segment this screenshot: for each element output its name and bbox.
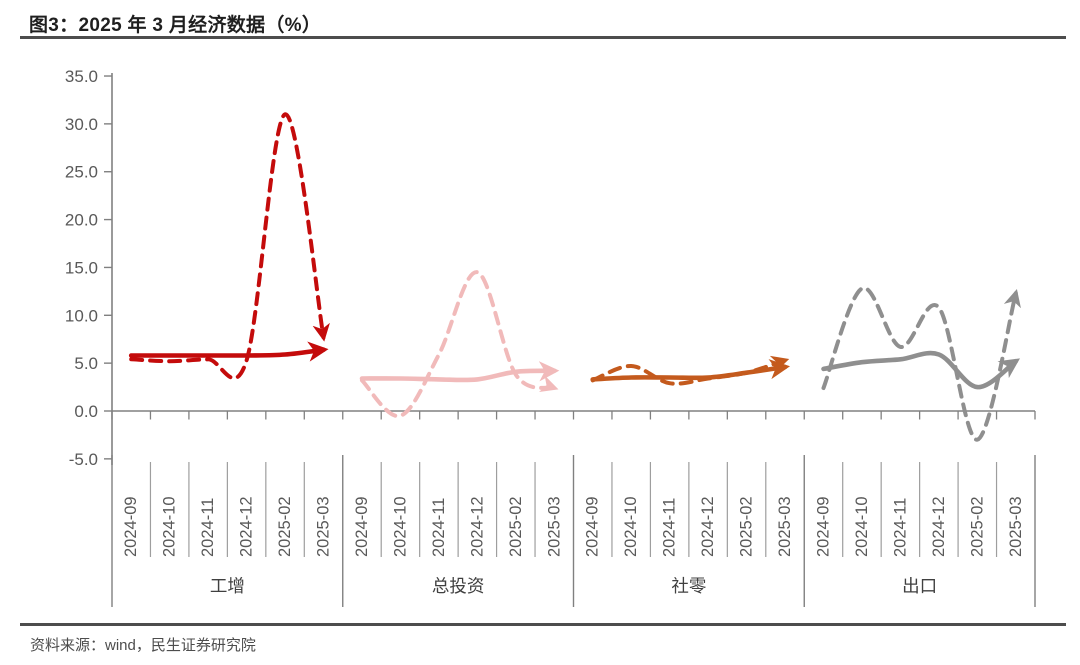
x-tick-label: 2024-12 (468, 496, 486, 557)
x-tick-label: 2024-12 (699, 496, 717, 557)
x-tick-label: 2024-09 (814, 496, 832, 557)
y-tick-label: 10.0 (65, 306, 98, 325)
figure-title: 图3：2025 年 3 月经济数据（%） (29, 15, 322, 36)
group-0-solid-line (128, 341, 329, 362)
title-underline (20, 36, 1066, 39)
x-tick-label: 2024-09 (122, 496, 140, 557)
x-tick-label: 2025-02 (968, 496, 986, 557)
y-tick-label: 0.0 (74, 402, 98, 421)
group-label: 出口 (902, 576, 937, 596)
y-tick-label: 15.0 (65, 258, 98, 277)
group-label: 工增 (210, 576, 245, 596)
group-1-solid-line (359, 361, 560, 383)
group-1-dashed-line (360, 270, 559, 418)
x-tick-label: 2024-10 (853, 496, 871, 557)
x-tick-label: 2025-03 (776, 496, 794, 557)
group-2-solid-line (590, 359, 791, 382)
group-label: 社零 (671, 576, 706, 596)
group-3-dashed-line (821, 286, 1021, 442)
group-0-dashed-line (129, 112, 330, 381)
y-tick-label: -5.0 (69, 450, 98, 469)
x-tick-label: 2024-12 (238, 496, 256, 557)
x-tick-label: 2024-10 (391, 496, 409, 557)
x-tick-label: 2025-02 (276, 496, 294, 557)
x-tick-label: 2024-12 (930, 496, 948, 557)
x-tick-label: 2025-03 (545, 496, 563, 557)
x-tick-label: 2024-11 (891, 498, 909, 557)
x-tick-label: 2024-11 (199, 498, 217, 557)
y-tick-label: 20.0 (65, 211, 98, 230)
x-tick-label: 2024-10 (161, 496, 179, 557)
x-tick-label: 2025-03 (1007, 496, 1025, 557)
source-note: 资料来源：wind，民生证券研究院 (30, 637, 256, 654)
x-tick-label: 2025-02 (507, 496, 525, 557)
group-label: 总投资 (432, 576, 485, 596)
x-tick-label: 2024-11 (430, 498, 448, 557)
x-tick-label: 2025-02 (738, 496, 756, 557)
x-tick-label: 2024-10 (622, 496, 640, 557)
x-tick-label: 2024-09 (353, 496, 371, 557)
x-tick-label: 2025-03 (315, 496, 333, 557)
y-tick-label: 35.0 (65, 67, 98, 86)
x-tick-label: 2024-09 (584, 496, 602, 557)
y-tick-label: 30.0 (65, 115, 98, 134)
source-divider (20, 623, 1066, 626)
y-tick-label: 5.0 (74, 354, 98, 373)
group-3-solid-line (821, 350, 1020, 390)
y-tick-label: 25.0 (65, 163, 98, 182)
x-tick-label: 2024-11 (661, 498, 679, 557)
group-2-dashed-line (590, 355, 790, 386)
